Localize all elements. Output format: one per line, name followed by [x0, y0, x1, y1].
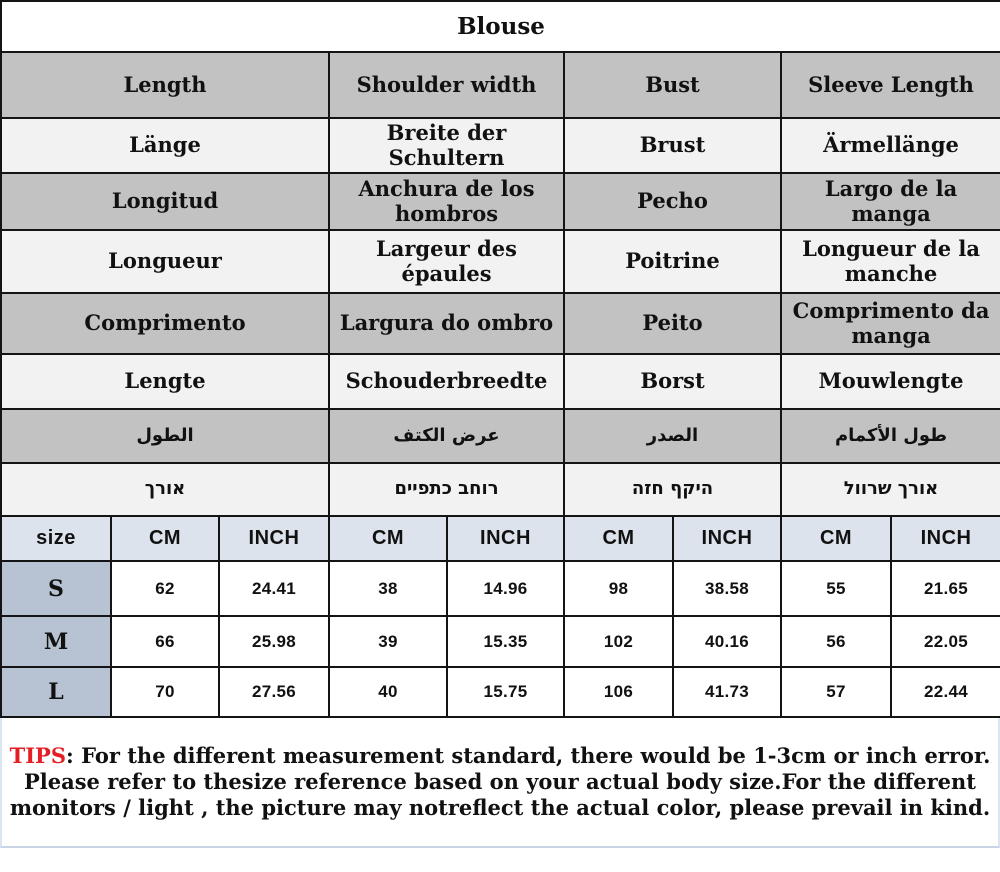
value-cell: 40	[328, 666, 448, 718]
measure-cell-shoulder: רוחב כתפיים	[328, 462, 565, 517]
measure-cell-bust: الصدر	[563, 408, 782, 464]
value-cell: 55	[780, 560, 892, 617]
measure-cell-bust: Peito	[563, 292, 782, 355]
value-cell: 22.44	[889, 666, 1000, 718]
value-cell: 25.98	[218, 615, 330, 668]
measure-cell-sleeve: Comprimento da manga	[779, 292, 1000, 355]
unit-header-cm: CM	[110, 515, 220, 562]
value-cell: 57	[780, 666, 892, 718]
value-cell: 24.41	[218, 560, 330, 617]
measure-cell-sleeve: Largo de la manga	[779, 172, 1000, 231]
language-row-portuguese: Comprimento Largura do ombro Peito Compr…	[0, 292, 1000, 355]
measure-cell-bust: Bust	[563, 51, 782, 119]
measure-cell-shoulder: عرض الكتف	[328, 408, 565, 464]
measure-cell-bust: Brust	[563, 117, 782, 174]
measure-cell-sleeve: طول الأكمام	[779, 408, 1000, 464]
size-label-cell: L	[0, 666, 112, 718]
size-label-cell: M	[0, 615, 112, 668]
value-cell: 14.96	[446, 560, 565, 617]
measure-cell-length: Longueur	[0, 229, 330, 294]
measure-cell-sleeve: Ärmellänge	[779, 117, 1000, 174]
value-cell: 102	[563, 615, 674, 668]
size-header-row: size CM INCH CM INCH CM INCH CM INCH	[0, 515, 1000, 562]
value-cell: 66	[110, 615, 220, 668]
measure-cell-shoulder: Shoulder width	[328, 51, 565, 119]
measure-cell-length: Länge	[0, 117, 330, 174]
measure-cell-sleeve: Sleeve Length	[779, 51, 1000, 119]
measure-cell-length: אורך	[0, 462, 330, 517]
value-cell: 98	[563, 560, 674, 617]
measure-cell-bust: היקף חזה	[563, 462, 782, 517]
value-cell: 40.16	[672, 615, 782, 668]
unit-header-inch: INCH	[218, 515, 330, 562]
value-cell: 39	[328, 615, 448, 668]
unit-header-cm: CM	[563, 515, 674, 562]
title-row: Blouse	[0, 0, 1000, 53]
tips-label: TIPS	[9, 742, 67, 768]
language-row-hebrew: אורך רוחב כתפיים היקף חזה אורך שרוול	[0, 462, 1000, 517]
unit-header-inch: INCH	[889, 515, 1000, 562]
value-cell: 106	[563, 666, 674, 718]
measure-cell-length: Length	[0, 51, 330, 119]
measure-cell-length: Comprimento	[0, 292, 330, 355]
value-cell: 62	[110, 560, 220, 617]
tips-note: TIPS: For the different measurement stan…	[0, 718, 1000, 848]
value-cell: 15.75	[446, 666, 565, 718]
language-row-english: Length Shoulder width Bust Sleeve Length	[0, 51, 1000, 119]
measure-cell-sleeve: Mouwlengte	[779, 353, 1000, 410]
language-row-dutch: Lengte Schouderbreedte Borst Mouwlengte	[0, 353, 1000, 410]
value-cell: 41.73	[672, 666, 782, 718]
value-cell: 21.65	[889, 560, 1000, 617]
value-cell: 56	[780, 615, 892, 668]
measure-cell-sleeve: Longueur de la manche	[779, 229, 1000, 294]
language-row-arabic: الطول عرض الكتف الصدر طول الأكمام	[0, 408, 1000, 464]
unit-header-cm: CM	[780, 515, 892, 562]
measure-cell-length: الطول	[0, 408, 330, 464]
unit-header-inch: INCH	[446, 515, 565, 562]
measure-cell-bust: Borst	[563, 353, 782, 410]
size-label-cell: S	[0, 560, 112, 617]
measure-cell-sleeve: אורך שרוול	[779, 462, 1000, 517]
value-cell: 38	[328, 560, 448, 617]
size-col-header: size	[0, 515, 112, 562]
value-cell: 38.58	[672, 560, 782, 617]
size-chart-table: Blouse Length Shoulder width Bust Sleeve…	[0, 0, 1000, 718]
chart-title: Blouse	[0, 0, 1000, 53]
unit-header-inch: INCH	[672, 515, 782, 562]
measure-cell-length: Longitud	[0, 172, 330, 231]
unit-header-cm: CM	[328, 515, 448, 562]
size-row-m: M 66 25.98 39 15.35 102 40.16 56 22.05	[0, 615, 1000, 668]
measure-cell-shoulder: Largeur des épaules	[328, 229, 565, 294]
measure-cell-shoulder: Largura do ombro	[328, 292, 565, 355]
language-row-french: Longueur Largeur des épaules Poitrine Lo…	[0, 229, 1000, 294]
measure-cell-shoulder: Breite der Schultern	[328, 117, 565, 174]
size-row-s: S 62 24.41 38 14.96 98 38.58 55 21.65	[0, 560, 1000, 617]
tips-text: : For the different measurement standard…	[9, 742, 991, 821]
value-cell: 70	[110, 666, 220, 718]
measure-cell-bust: Poitrine	[563, 229, 782, 294]
language-row-spanish: Longitud Anchura de los hombros Pecho La…	[0, 172, 1000, 231]
language-row-german: Länge Breite der Schultern Brust Ärmellä…	[0, 117, 1000, 174]
size-row-l: L 70 27.56 40 15.75 106 41.73 57 22.44	[0, 666, 1000, 718]
measure-cell-bust: Pecho	[563, 172, 782, 231]
value-cell: 22.05	[889, 615, 1000, 668]
measure-cell-shoulder: Schouderbreedte	[328, 353, 565, 410]
value-cell: 27.56	[218, 666, 330, 718]
measure-cell-length: Lengte	[0, 353, 330, 410]
value-cell: 15.35	[446, 615, 565, 668]
measure-cell-shoulder: Anchura de los hombros	[328, 172, 565, 231]
